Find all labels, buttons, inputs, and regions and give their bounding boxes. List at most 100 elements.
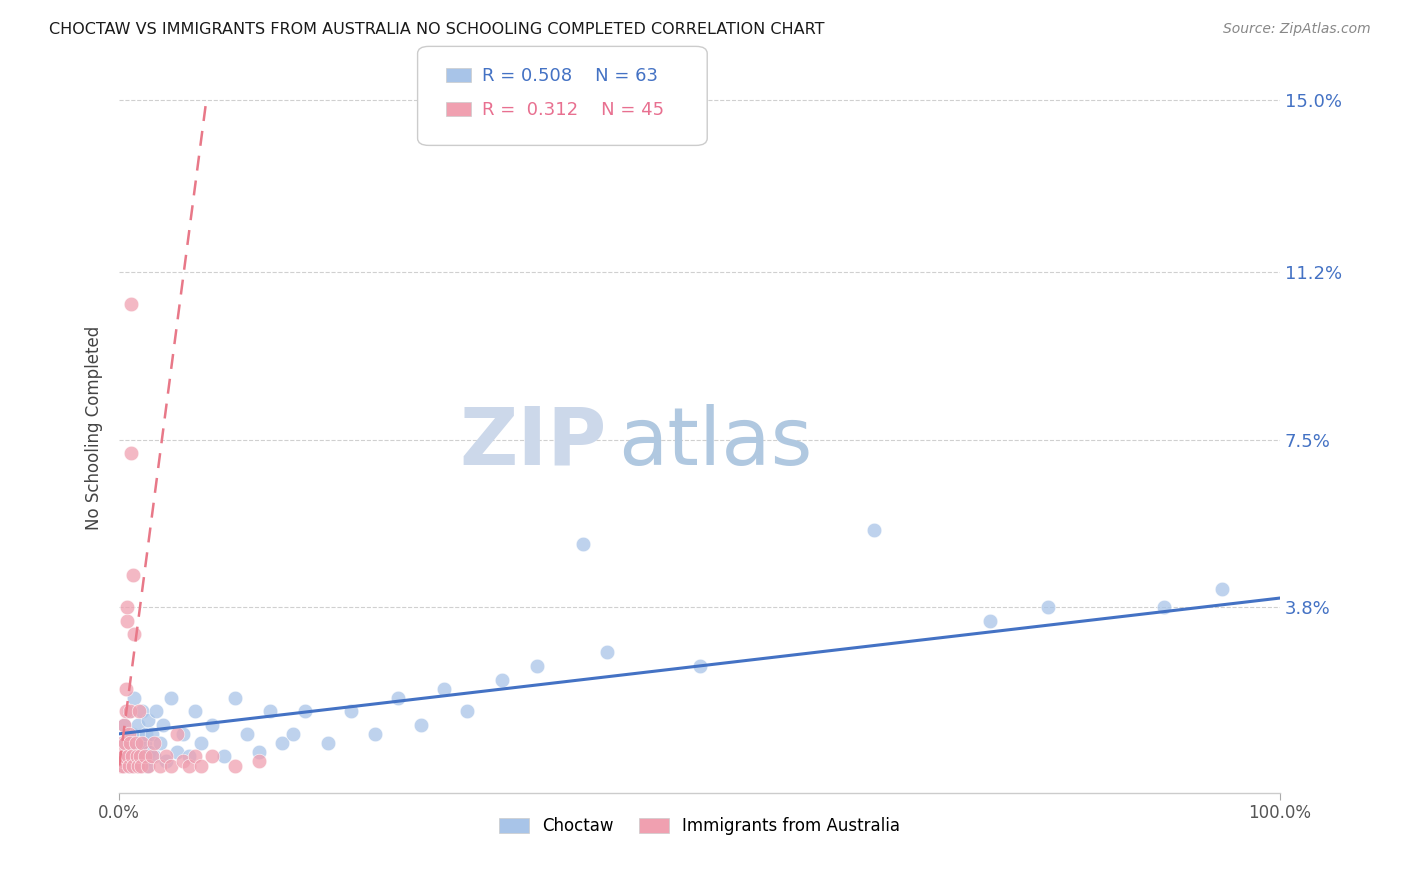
Point [122,568,145,582]
Point [110,749,132,764]
Point [128,704,150,718]
Point [117,704,139,718]
Point [120,704,142,718]
Point [136,713,159,727]
Point [112,749,135,764]
Point [433,681,456,696]
Point [316,736,339,750]
Point [183,749,205,764]
Point [294,704,316,718]
Point [155,754,177,768]
Point [121,749,143,764]
Point [143,736,166,750]
Point [114,736,136,750]
Point [149,758,172,772]
Point [247,754,270,768]
Point [143,749,166,764]
Legend: Choctaw, Immigrants from Australia: Choctaw, Immigrants from Australia [499,817,900,835]
Point [134,749,156,764]
Point [127,758,149,772]
Point [456,704,478,718]
Point [122,749,145,764]
Point [124,736,146,750]
Point [149,736,172,750]
Point [118,736,141,750]
Point [212,749,235,764]
Point [111,736,134,750]
Point [131,758,153,772]
Point [129,731,152,746]
Point [172,754,194,768]
Point [117,749,139,764]
Point [190,758,212,772]
Point [131,736,153,750]
Text: CHOCTAW VS IMMIGRANTS FROM AUSTRALIA NO SCHOOLING COMPLETED CORRELATION CHART: CHOCTAW VS IMMIGRANTS FROM AUSTRALIA NO … [49,22,825,37]
Point [110,758,132,772]
Point [120,297,142,311]
Point [363,727,385,741]
Point [120,446,142,460]
Point [1211,582,1233,596]
Point [283,727,305,741]
Point [118,758,141,772]
Point [1036,600,1059,615]
Point [117,600,139,615]
Point [141,727,163,741]
Point [128,758,150,772]
Point [117,727,139,741]
Point [132,754,155,768]
Point [160,690,183,705]
Point [121,758,143,772]
Point [526,659,548,673]
Point [120,736,142,750]
Point [117,745,139,759]
Point [111,754,134,768]
Point [862,523,884,537]
Point [115,754,138,768]
Point [387,690,409,705]
Point [152,718,174,732]
Point [115,704,138,718]
Point [224,690,246,705]
Text: ZIP: ZIP [460,404,607,482]
Point [114,718,136,732]
Point [138,745,160,759]
Point [177,758,200,772]
Point [689,659,711,673]
Point [125,740,148,755]
Point [596,645,619,659]
Point [172,727,194,741]
Point [124,754,146,768]
Point [177,749,200,764]
Point [111,758,134,772]
Point [129,749,152,764]
Point [114,681,136,696]
Point [190,736,212,750]
Text: R =  0.312    N = 45: R = 0.312 N = 45 [482,101,665,119]
Text: Source: ZipAtlas.com: Source: ZipAtlas.com [1223,22,1371,37]
Point [127,718,149,732]
Point [145,704,167,718]
Point [141,749,163,764]
Point [166,745,188,759]
Point [114,736,136,750]
Point [112,758,135,772]
Point [979,614,1001,628]
Point [135,727,157,741]
Point [134,736,156,750]
Point [166,727,188,741]
Point [572,537,595,551]
Point [236,727,259,741]
Point [183,704,205,718]
Point [110,749,132,764]
Point [155,749,177,764]
Point [124,627,146,641]
Point [136,758,159,772]
Point [201,749,224,764]
Point [224,758,246,772]
Point [136,758,159,772]
Point [121,727,143,741]
Point [118,758,141,772]
Point [201,718,224,732]
Text: R = 0.508    N = 63: R = 0.508 N = 63 [482,67,658,85]
